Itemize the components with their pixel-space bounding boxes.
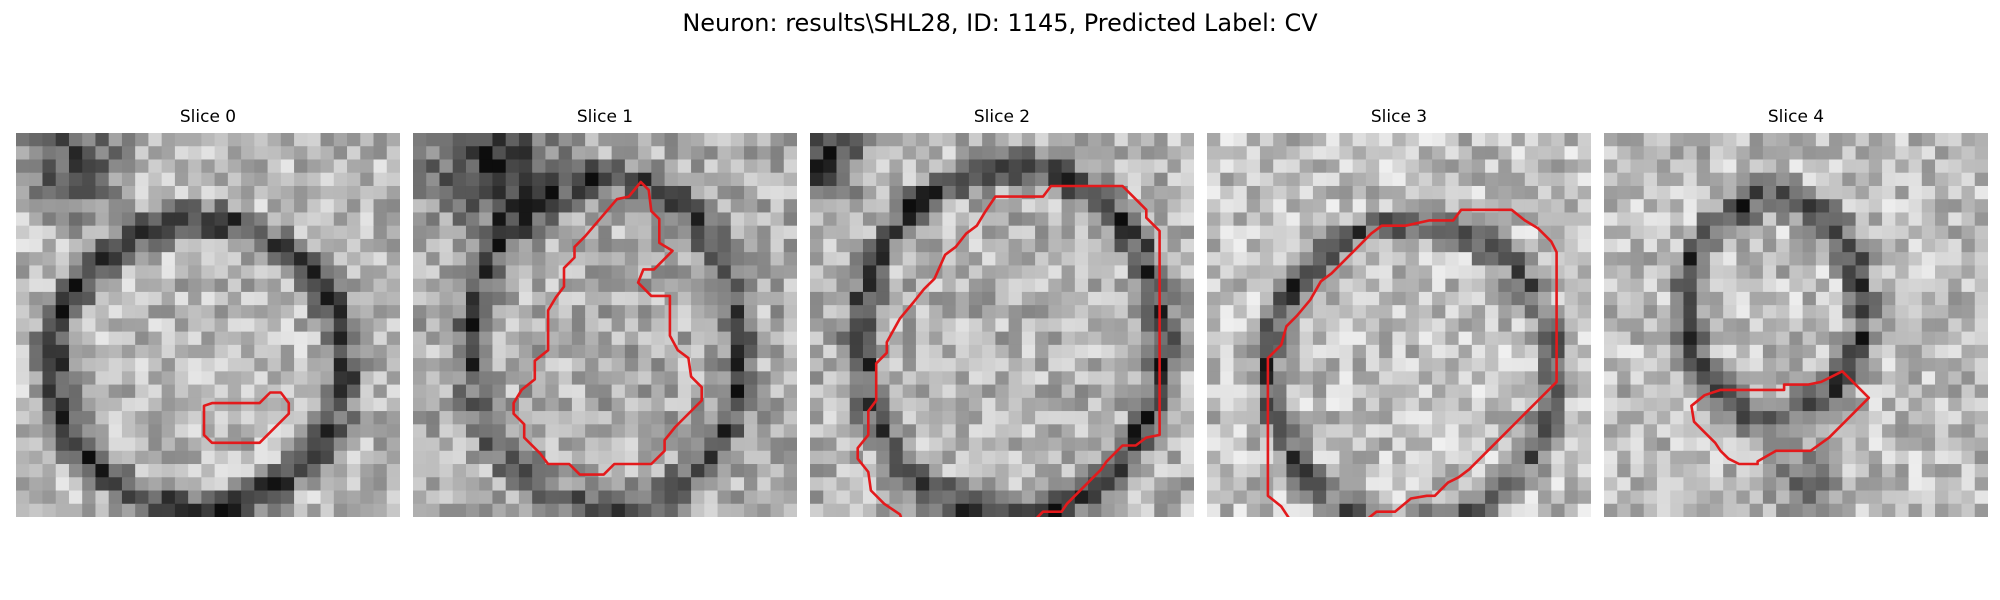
pixel-grid — [413, 133, 797, 517]
pixel-grid — [810, 133, 1194, 517]
slice-panel-4: Slice 4 — [1604, 106, 1988, 517]
pixel-grid — [16, 133, 400, 517]
pixel-grid — [1207, 133, 1591, 517]
segmentation-contour — [856, 184, 1161, 517]
slice-image-3 — [1207, 133, 1591, 517]
slice-panel-3: Slice 3 — [1207, 106, 1591, 517]
slice-title-4: Slice 4 — [1767, 107, 1825, 127]
figure-title: Neuron: results\SHL28, ID: 1145, Predict… — [682, 9, 1318, 37]
segmentation-contour — [1266, 208, 1558, 517]
segmentation-contour — [202, 391, 291, 445]
slice-panel-0: Slice 0 — [16, 106, 400, 517]
pixel-grid — [1604, 133, 1988, 517]
slice-title-3: Slice 3 — [1370, 107, 1428, 127]
slice-image-2 — [810, 133, 1194, 517]
segmentation-contour — [512, 180, 704, 476]
slice-panel-2: Slice 2 — [810, 106, 1194, 517]
slice-title-1: Slice 1 — [576, 107, 634, 127]
slice-image-1 — [413, 133, 797, 517]
slice-image-0 — [16, 133, 400, 517]
slice-image-4 — [1604, 133, 1988, 517]
slice-panel-1: Slice 1 — [413, 106, 797, 517]
slice-title-2: Slice 2 — [973, 107, 1031, 127]
slice-title-0: Slice 0 — [179, 107, 237, 127]
segmentation-contour — [1690, 370, 1871, 466]
